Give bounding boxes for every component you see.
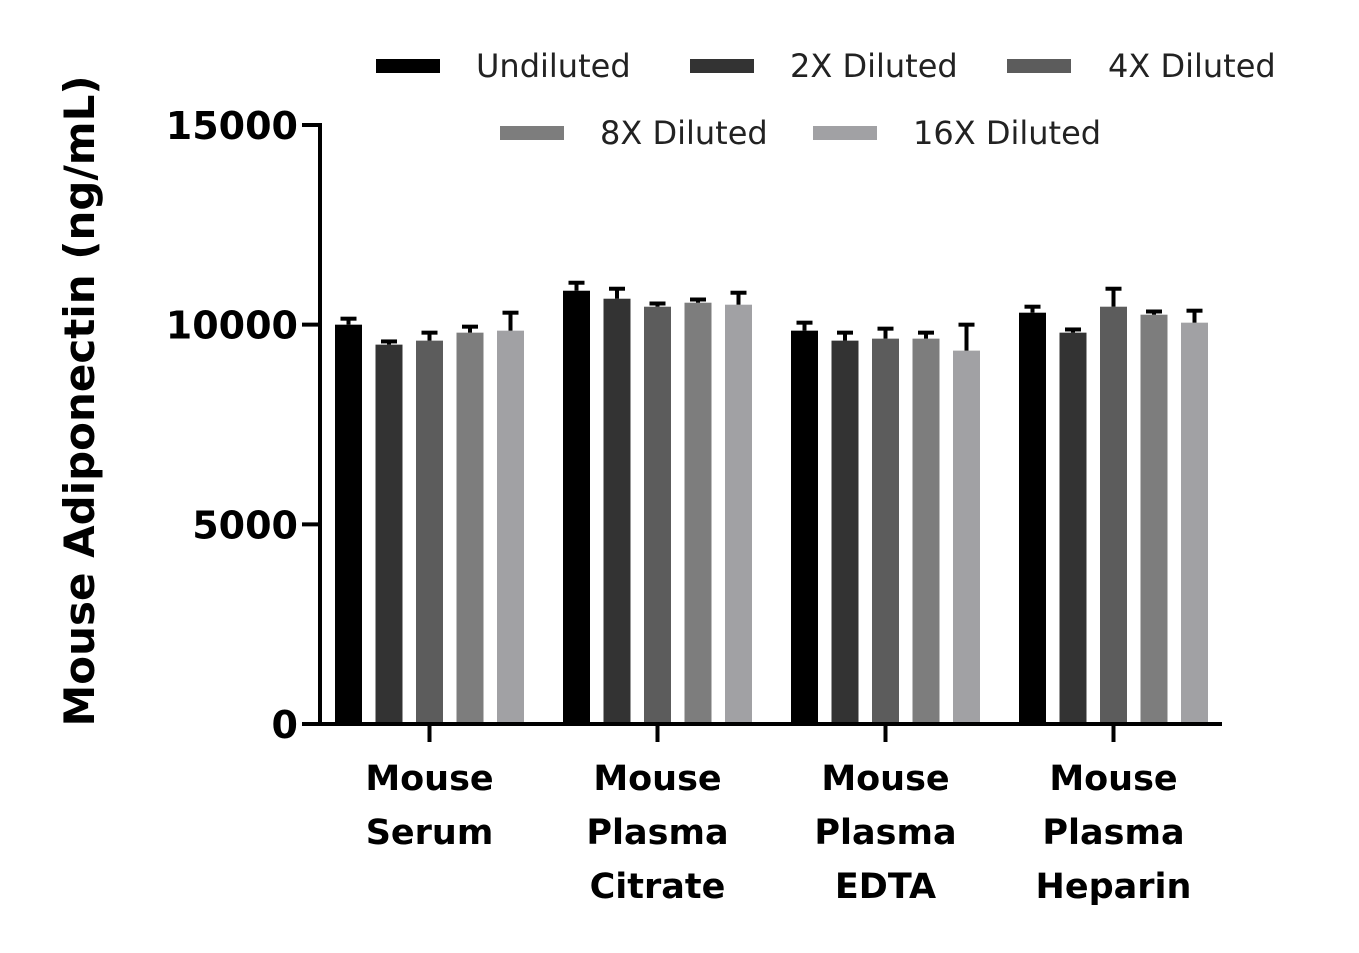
x-tick-label: Mouse Plasma Citrate [586,759,728,907]
y-tick-label: 0 [272,703,298,747]
bar [416,340,443,724]
y-tick-label: 15000 [166,104,298,148]
bar [456,332,484,724]
bar [684,302,712,724]
bar [953,350,980,724]
bars [335,280,1208,724]
x-tick-label: Mouse Plasma Heparin [1036,759,1192,907]
legend-label: 2X Diluted [790,47,958,85]
bar [1140,314,1168,724]
y-axis: 0 5000 10000 15000 [166,104,322,747]
bar [912,338,940,724]
bar [725,304,752,724]
x-tick-label: Mouse Plasma EDTA [814,759,956,907]
x-axis: Mouse Serum Mouse Plasma Citrate Mouse Plasma E… [302,722,1222,907]
legend-label: 16X Diluted [913,114,1101,152]
y-tick-label: 5000 [192,503,298,547]
bar [375,344,403,724]
legend-swatch [1007,59,1071,73]
y-tick-label: 10000 [166,304,298,348]
legend-swatch [376,59,440,73]
bar [1059,332,1087,724]
legend-label: 4X Diluted [1108,47,1276,85]
bar [603,298,631,724]
y-axis-label: Mouse Adiponectin (ng/mL) [55,75,104,726]
bar [1100,306,1127,724]
bar [1019,312,1046,724]
legend-swatch [813,126,877,140]
x-tick-label: Mouse Serum [365,759,493,853]
bar [497,330,524,724]
legend-swatch [500,126,564,140]
bar [335,324,362,724]
legend: Undiluted 2X Diluted 4X Diluted 8X Diluted 1… [376,47,1276,152]
bar [644,306,671,724]
legend-label: 8X Diluted [600,114,768,152]
legend-label: Undiluted [476,47,631,85]
bar [831,340,859,724]
bar [563,290,590,724]
bar [791,330,818,724]
bar [1181,322,1208,724]
legend-swatch [690,59,754,73]
bar [872,338,899,724]
